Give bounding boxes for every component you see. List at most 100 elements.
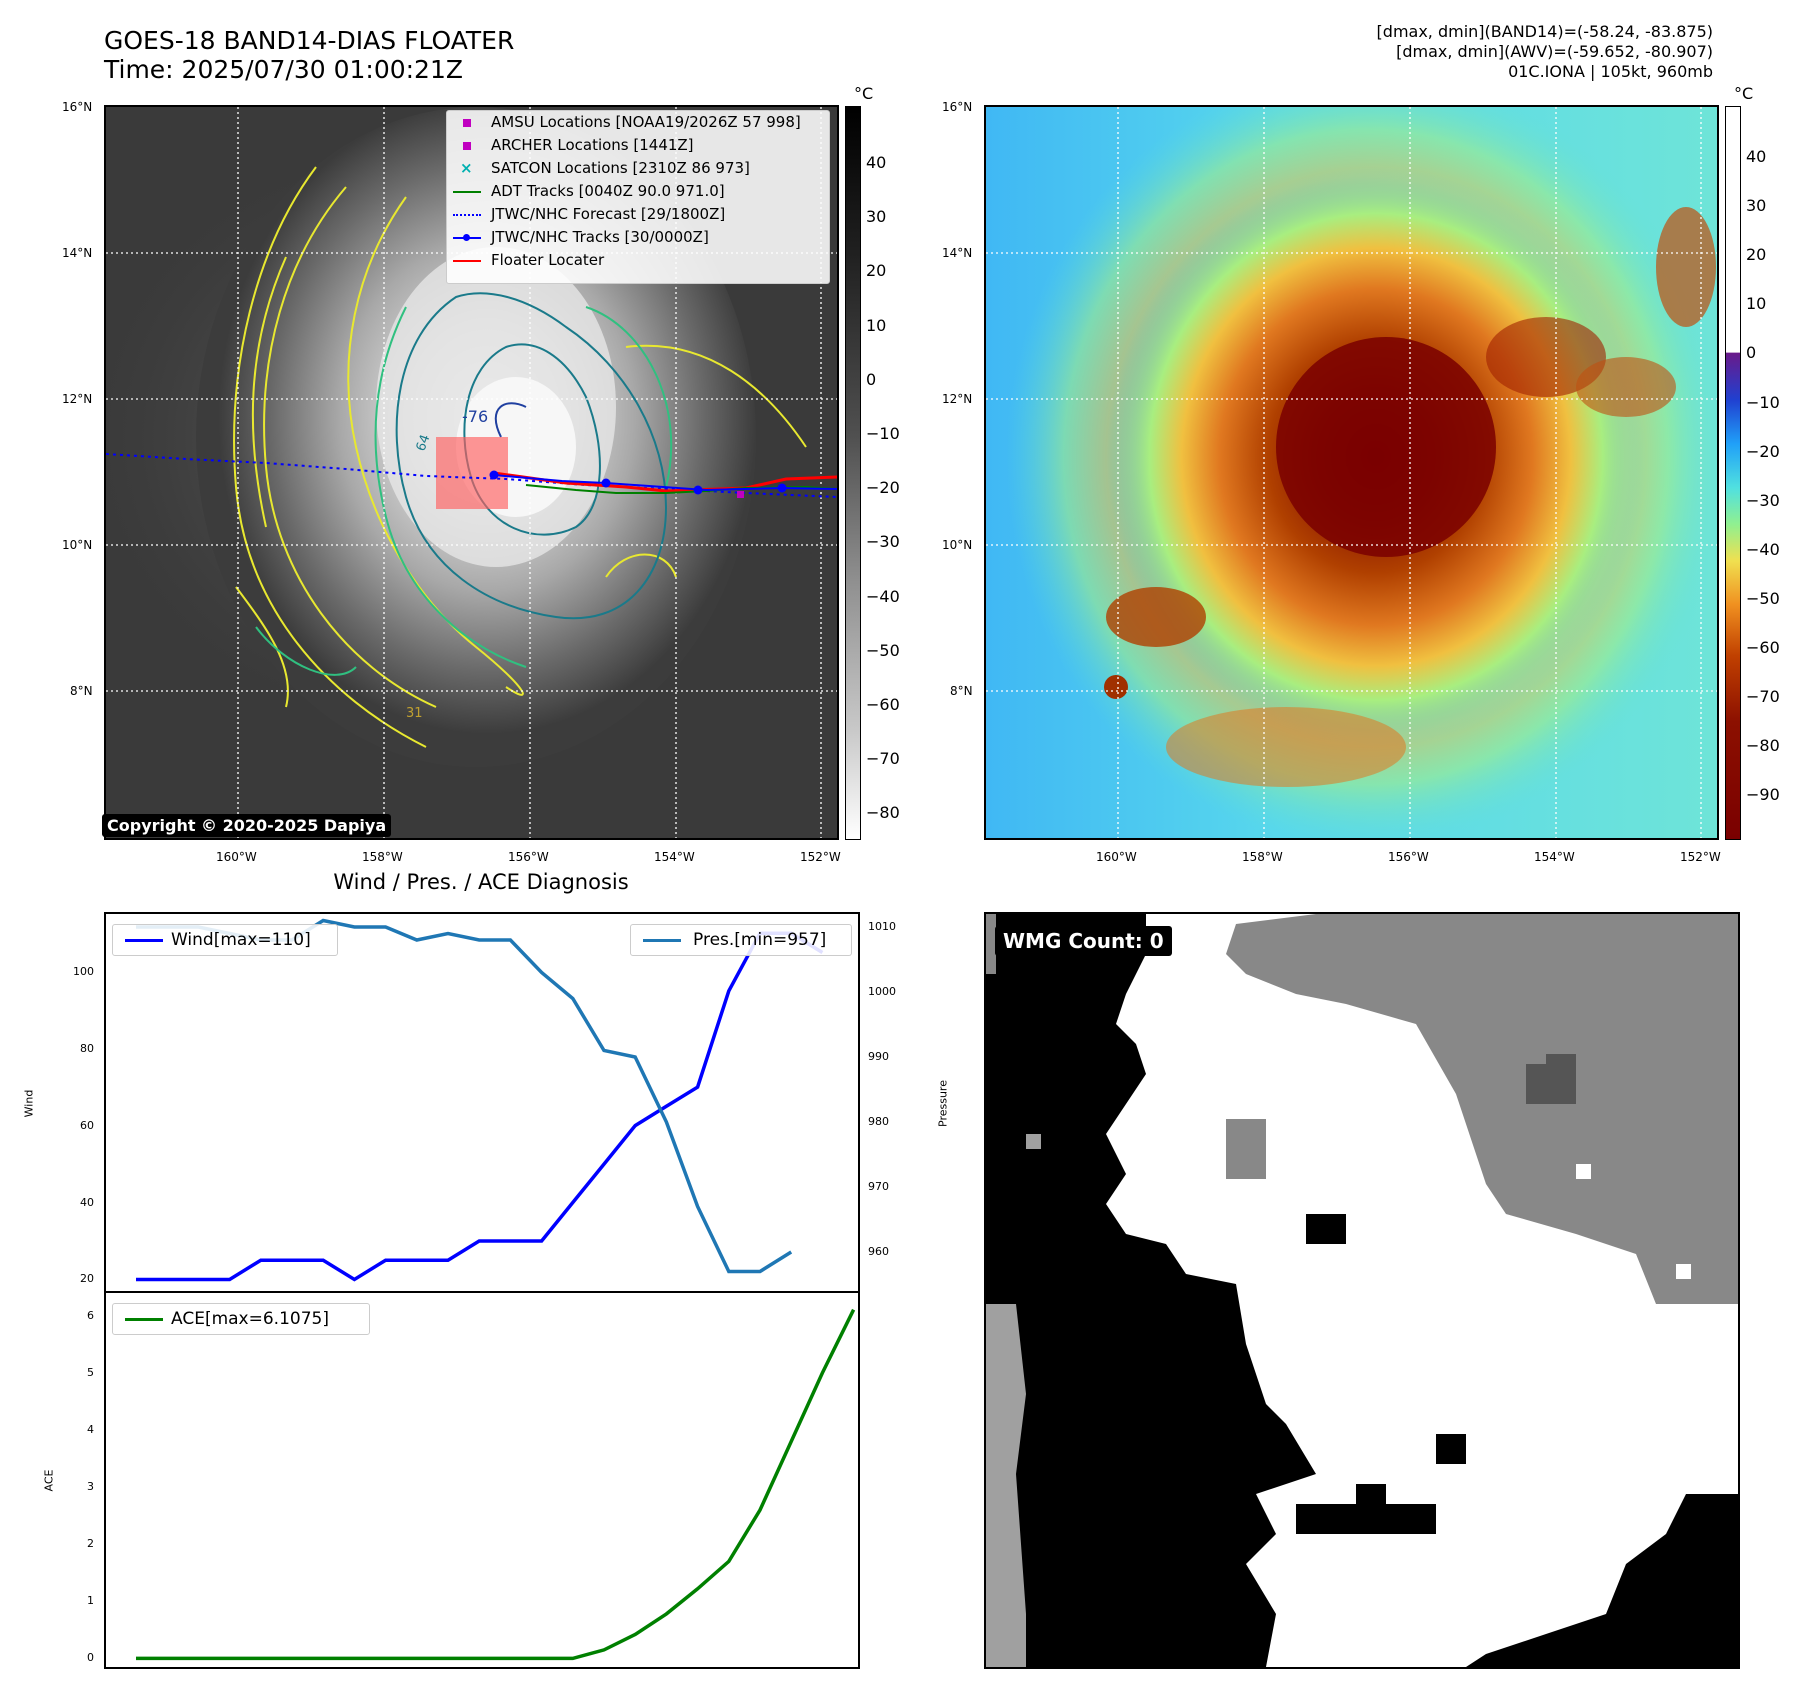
colorbar-tick-label: 20 [1746,245,1767,265]
colorbar-tick-label: −20 [866,478,900,498]
colorbar-tick-label: −80 [866,803,900,823]
colorbar-tick-label: −80 [1746,736,1780,756]
square-marker-icon [463,119,471,127]
lon-tick: 158°W [362,850,403,864]
colorbar-tick-label: −70 [866,749,900,769]
colorbar-tick-label: 20 [866,261,887,281]
colorbar-tick-label: 30 [1746,196,1767,216]
colorbar-tick-label: −20 [1746,441,1780,461]
lat-tick: 16°N [942,100,973,114]
y-tick-label: 5 [87,1365,94,1379]
y-tick-label: 0 [87,1651,94,1665]
y-tick-label: 2 [87,1537,94,1551]
ir-map-panel: -76 64 31 AMSU Locations [NOAA19/2026Z 5… [104,105,839,840]
y-tick-label: 100 [73,964,94,978]
legend-archer: ARCHER Locations [1441Z] [447,134,829,157]
contour-label-64: 64 [414,433,434,454]
y-tick-label: 1 [87,1594,94,1608]
stats-text: [dmax, dmin](BAND14)=(-58.24, -83.875) [… [1377,22,1713,82]
lon-tick: 154°W [654,850,695,864]
lon-tick: 152°W [800,850,841,864]
y-tick-label: 3 [87,1480,94,1494]
wmg-panel [984,912,1740,1669]
y-tick-label: 20 [80,1272,94,1286]
colorbar-tick-label: 10 [1746,294,1767,314]
y-tick-label: 980 [868,1115,889,1128]
pres-legend: Pres.[min=957] [630,924,852,956]
lat-tick: 16°N [62,100,93,114]
lon-tick: 156°W [508,850,549,864]
wind-pressure-chart [136,918,824,1282]
colorbar-tick-label: −10 [866,424,900,443]
colorbar-tick-label: −30 [866,532,900,552]
storm-info: 01C.IONA | 105kt, 960mb [1508,62,1713,81]
colorbar-tick-label: −90 [1746,785,1780,805]
map-legend: AMSU Locations [NOAA19/2026Z 57 998] ARC… [446,110,830,284]
legend-satcon: × SATCON Locations [2310Z 86 973] [447,157,829,180]
line-marker-icon [453,260,481,262]
lon-tick: 158°W [1242,850,1283,864]
lat-tick: 12°N [62,392,93,406]
wind-series-line [136,931,824,1282]
colorbar-tick-label: 0 [1746,343,1757,363]
colorbar-tick-label: 40 [1746,147,1767,166]
lon-tick: 154°W [1534,850,1575,864]
pressure-series-line [136,918,793,1274]
colorbar-tick-label: −60 [1746,638,1780,657]
y-tick-label: 990 [868,1050,889,1063]
lon-tick: 152°W [1680,850,1721,864]
colorbar-tick-label: −40 [1746,539,1780,559]
awv-colorbar-unit: °C [1734,84,1754,103]
lon-tick: 160°W [216,850,257,864]
colorbar-tick-label: −50 [866,640,900,660]
pressure-axis-label: Pressure [936,1080,950,1127]
colorbar-tick-label: 40 [866,153,887,172]
legend-amsu: AMSU Locations [NOAA19/2026Z 57 998] [447,111,829,134]
copyright-badge: Copyright © 2020-2025 Dapiya [102,814,392,837]
lat-tick: 8°N [70,684,93,698]
contour-label-31: 31 [406,706,423,721]
lon-tick: 160°W [1096,850,1137,864]
lat-tick: 10°N [62,538,93,552]
colorbar-tick-label: 30 [866,207,887,227]
line-marker-icon [453,191,481,193]
dotted-line-icon [453,214,481,216]
colorbar-tick-label: −60 [866,695,900,714]
ace-legend: ACE[max=6.1075] [112,1303,370,1335]
ir-colorbar-unit: °C [854,84,874,103]
ace-chart [136,1308,856,1661]
colorbar-tick-label: −50 [1746,588,1780,608]
ace-panel: ACE[max=6.1075] [104,1291,860,1669]
y-tick-label: 960 [868,1245,889,1258]
colorbar-tick-label: −10 [1746,392,1780,412]
awv-colorbar [1725,106,1741,840]
wind-axis-label: Wind [22,1089,36,1118]
ir-colorbar [845,106,861,840]
lon-tick: 156°W [1388,850,1429,864]
x-marker-icon: × [460,159,473,177]
line-marker-icon [125,1318,163,1321]
lat-tick: 14°N [942,246,973,260]
colorbar-tick-label: 0 [866,369,877,389]
lat-tick: 8°N [950,684,973,698]
lat-tick: 14°N [62,246,93,260]
square-marker-icon [463,142,471,150]
y-tick-label: 6 [87,1308,94,1322]
y-tick-label: 4 [87,1423,94,1437]
legend-floater: Floater Locater [447,249,829,272]
wind-pressure-panel: Wind[max=110] Pres.[min=957] [104,912,860,1293]
awv-map-panel [984,105,1719,840]
colorbar-tick-label: 10 [866,315,887,335]
y-tick-label: 970 [868,1180,889,1193]
line-marker-icon [125,939,163,942]
y-tick-label: 40 [80,1195,94,1209]
wmg-count-badge: WMG Count: 0 [995,926,1172,956]
y-tick-label: 60 [80,1118,94,1132]
ace-axis-label: ACE [42,1469,56,1492]
wind-legend: Wind[max=110] [112,924,338,956]
contour-label-76: -76 [462,407,488,426]
diagnosis-title: Wind / Pres. / ACE Diagnosis [333,870,629,894]
y-tick-label: 1010 [868,920,896,933]
page-title: GOES-18 BAND14-DIAS FLOATER Time: 2025/0… [104,26,515,84]
band14-stats: [dmax, dmin](BAND14)=(-58.24, -83.875) [1376,22,1713,41]
